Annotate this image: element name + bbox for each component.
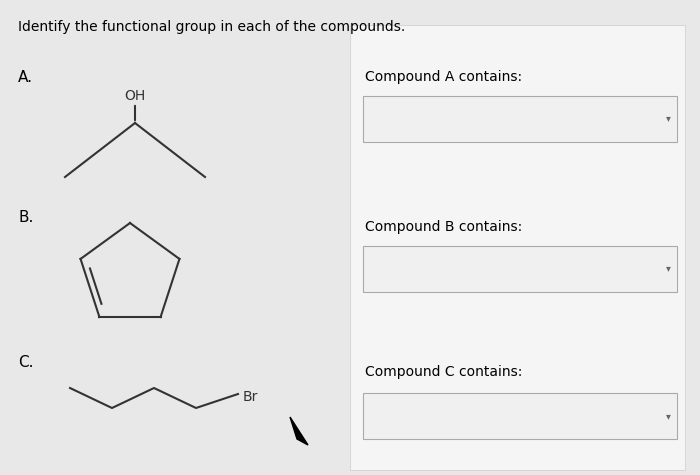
Polygon shape (290, 417, 308, 445)
Text: Br: Br (243, 390, 258, 404)
Text: ▾: ▾ (666, 264, 671, 274)
Text: Compound B contains:: Compound B contains: (365, 220, 522, 234)
FancyBboxPatch shape (363, 246, 677, 292)
Text: Compound A contains:: Compound A contains: (365, 70, 522, 84)
Text: C.: C. (18, 355, 34, 370)
FancyBboxPatch shape (363, 96, 677, 142)
Text: ▾: ▾ (666, 411, 671, 421)
Text: OH: OH (125, 89, 146, 103)
FancyBboxPatch shape (350, 25, 685, 470)
Text: ▾: ▾ (666, 114, 671, 124)
Text: Compound C contains:: Compound C contains: (365, 365, 522, 379)
Text: Identify the functional group in each of the compounds.: Identify the functional group in each of… (18, 20, 405, 34)
FancyBboxPatch shape (363, 393, 677, 439)
Text: A.: A. (18, 70, 33, 85)
Text: B.: B. (18, 210, 34, 225)
